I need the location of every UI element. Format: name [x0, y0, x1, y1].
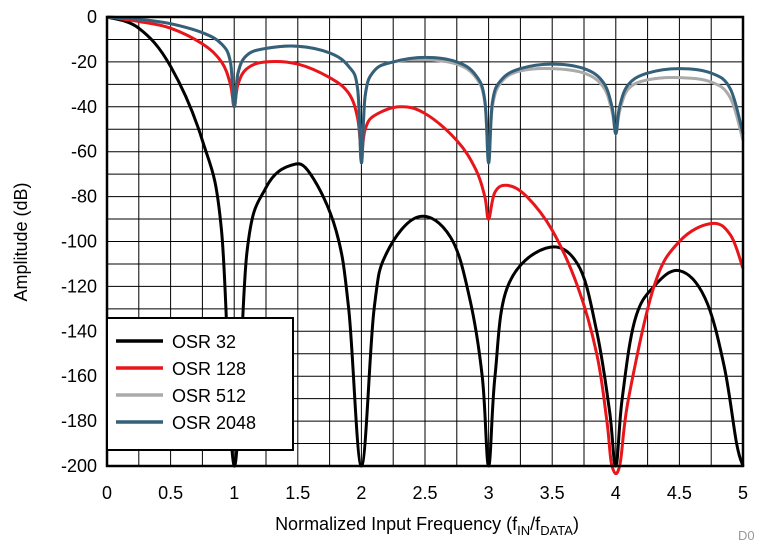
y-tick-label: -140	[61, 321, 97, 341]
x-tick-label: 1	[229, 483, 239, 503]
x-tick-label: 4	[611, 483, 621, 503]
y-tick-label: -100	[61, 232, 97, 252]
y-tick-label: -60	[71, 142, 97, 162]
plot-frame	[105, 15, 745, 468]
legend: OSR 32 OSR 128 OSR 512 OSR 2048	[106, 317, 294, 451]
y-tick-label: -180	[61, 411, 97, 431]
y-tick-label: -20	[71, 52, 97, 72]
series-line-osr-32	[106, 15, 745, 468]
y-tick-label: -120	[61, 276, 97, 296]
y-tick-label: -200	[61, 456, 97, 476]
corner-label: D0	[738, 528, 755, 543]
x-tick-label: 0	[102, 483, 112, 503]
x-tick-label: 5	[738, 483, 748, 503]
legend-label: OSR 2048	[172, 413, 256, 433]
x-tick-label: 1.5	[285, 483, 310, 503]
x-tick-label: 0.5	[158, 483, 183, 503]
x-axis-label: Normalized Input Frequency (fIN/fDATA)	[275, 514, 579, 538]
y-axis-label: Amplitude (dB)	[11, 182, 31, 301]
x-tick-label: 2.5	[412, 483, 437, 503]
y-tick-label: -40	[71, 97, 97, 117]
x-tick-label: 3	[484, 483, 494, 503]
legend-label: OSR 512	[172, 386, 246, 406]
x-tick-label: 4.5	[667, 483, 692, 503]
y-tick-labels: 0 -20 -40 -60 -80 -100 -120 -140 -160 -180 -200	[61, 7, 97, 476]
x-tick-label: 2	[356, 483, 366, 503]
x-tick-labels: 0 0.5 1 1.5 2 2.5 3 3.5 4 4.5 5	[102, 483, 748, 503]
y-tick-label: 0	[87, 7, 97, 27]
x-tick-label: 3.5	[540, 483, 565, 503]
y-tick-label: -80	[71, 187, 97, 207]
legend-label: OSR 128	[172, 359, 246, 379]
y-tick-label: -160	[61, 366, 97, 386]
series-layer	[106, 15, 745, 476]
legend-label: OSR 32	[172, 332, 236, 352]
series-line-osr-2048	[106, 15, 745, 165]
